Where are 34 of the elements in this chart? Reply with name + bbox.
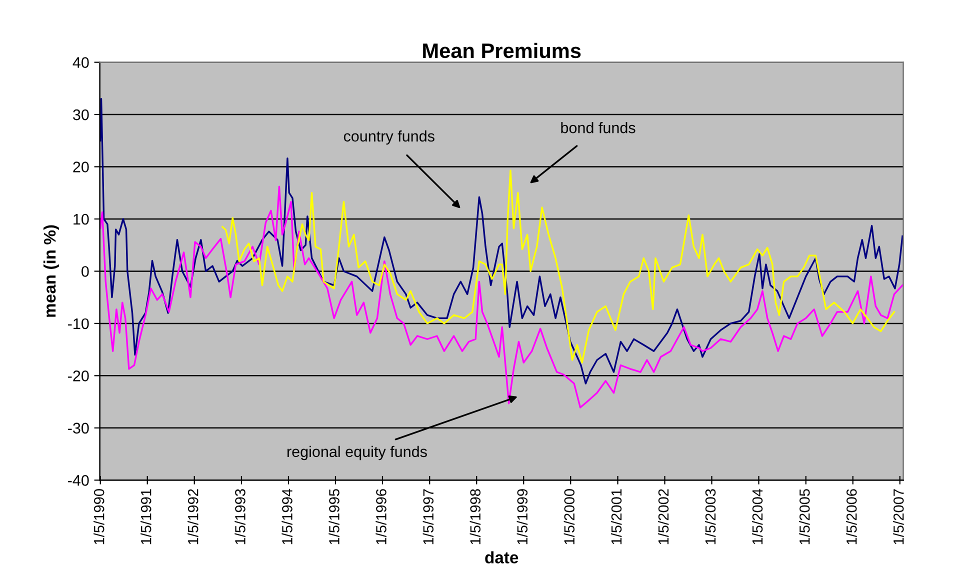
x-axis-title: date (485, 551, 518, 564)
x-tick-label: 1/5/1990 (94, 489, 104, 544)
x-tick-label: 1/5/2007 (893, 489, 904, 544)
y-tick-label: -40 (68, 475, 89, 486)
x-tick-label: 1/5/2004 (752, 488, 763, 544)
x-tick-label: 1/5/1999 (516, 489, 528, 544)
x-tick-label: 1/5/1992 (188, 489, 198, 544)
line-series (222, 170, 896, 364)
x-tick-label: 1/5/1995 (328, 489, 340, 544)
annotation: bond funds (561, 122, 636, 134)
y-tick-label: 30 (73, 109, 89, 120)
x-tick-label: 1/5/1994 (282, 488, 292, 544)
x-tick-label: 1/5/2002 (658, 489, 669, 544)
y-tick-label: -10 (68, 318, 89, 330)
x-tick-label: 1/5/2006 (846, 489, 857, 544)
x-tick-label: 1/5/1997 (422, 489, 434, 544)
y-tick-label: 0 (82, 266, 89, 277)
x-tick-label: 1/5/1996 (376, 489, 386, 544)
x-tick-label: 1/5/1998 (470, 489, 481, 544)
x-tick-label: 1/5/1991 (140, 489, 152, 544)
y-tick-label: -20 (68, 370, 89, 382)
x-tick-label: 1/5/1993 (234, 489, 246, 544)
x-tick-label: 1/5/2003 (704, 489, 716, 544)
y-tick-label: 40 (72, 57, 89, 68)
annotation: country funds (344, 130, 434, 145)
y-tick-label: 20 (73, 162, 89, 172)
annotation: regional equity funds (287, 446, 427, 460)
x-tick-label: 1/5/2001 (610, 489, 622, 544)
y-tick-label: -30 (68, 422, 89, 434)
x-tick-label: 1/5/2005 (799, 489, 810, 544)
y-tick-label: 10 (74, 214, 89, 225)
x-tick-label: 1/5/2000 (564, 489, 575, 544)
chart-title: Mean Premiums (423, 42, 581, 58)
y-axis-title: mean (in %) (43, 225, 60, 317)
